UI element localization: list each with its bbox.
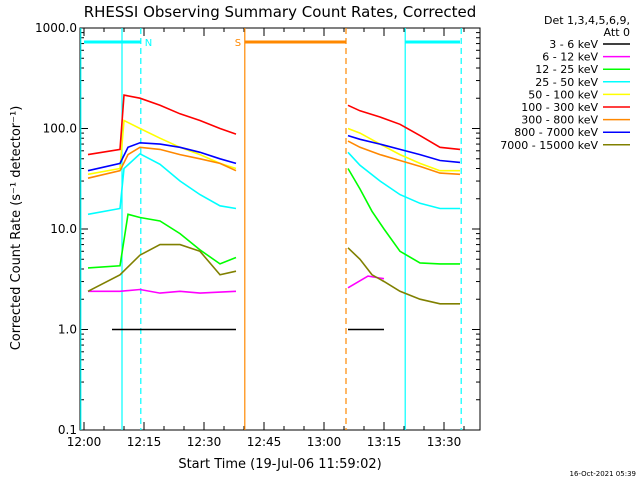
y-axis-label: Corrected Count Rate (s⁻¹ detector⁻¹) bbox=[9, 106, 24, 351]
series-line bbox=[347, 151, 460, 210]
series-line bbox=[347, 134, 461, 164]
y-tick-label: 100.0 bbox=[43, 122, 77, 136]
series-line bbox=[87, 152, 237, 216]
series-line bbox=[87, 141, 237, 172]
legend-entry: 800 - 7000 keV bbox=[514, 126, 598, 139]
footer-timestamp: 16-Oct-2021 05:39 bbox=[570, 470, 636, 478]
series-line bbox=[347, 247, 460, 305]
x-tick-label: 13:00 bbox=[307, 435, 342, 449]
series-line bbox=[347, 168, 460, 265]
legend-header: Det 1,3,4,5,6,9, bbox=[544, 14, 630, 27]
plot-area: 0.1 1.0 10.0 100.0 1000.0 12:00 12:15 12:30 12:4… bbox=[35, 21, 481, 449]
y-tick-label: 1000.0 bbox=[35, 21, 77, 35]
annotation-label: N bbox=[145, 38, 152, 49]
x-tick-label: 13:30 bbox=[427, 435, 462, 449]
series-line bbox=[87, 146, 237, 179]
y-tick-label: 10.0 bbox=[50, 222, 77, 236]
legend-entry: 100 - 300 keV bbox=[521, 101, 598, 114]
plot-frame bbox=[79, 27, 481, 431]
y-tick-label: 1.0 bbox=[58, 323, 77, 337]
legend-entry: 6 - 12 keV bbox=[542, 51, 598, 64]
annotation-label: S bbox=[235, 38, 241, 49]
series-line bbox=[88, 288, 237, 294]
legend-entry: 7000 - 15000 keV bbox=[500, 139, 598, 152]
series-line bbox=[87, 243, 237, 293]
x-tick-label: 13:15 bbox=[367, 435, 402, 449]
series-line bbox=[347, 140, 461, 176]
series-line bbox=[87, 213, 237, 269]
series-line bbox=[87, 94, 237, 156]
legend-entry: 25 - 50 keV bbox=[535, 76, 598, 89]
chart-title: RHESSI Observing Summary Count Rates, Co… bbox=[84, 3, 477, 21]
y-tick-label: 0.1 bbox=[58, 423, 77, 437]
series-line bbox=[87, 119, 237, 176]
legend-entry: 12 - 25 keV bbox=[535, 63, 598, 76]
legend-entry: 300 - 800 keV bbox=[521, 114, 598, 127]
x-tick-label: 12:30 bbox=[187, 435, 222, 449]
legend-entry: 3 - 6 keV bbox=[549, 38, 598, 51]
x-tick-label: 12:45 bbox=[247, 435, 282, 449]
legend-entry: 50 - 100 keV bbox=[528, 88, 598, 101]
series-line bbox=[347, 104, 461, 151]
x-tick-label: 12:15 bbox=[127, 435, 162, 449]
series-line bbox=[347, 127, 460, 172]
legend-header: Att 0 bbox=[604, 26, 630, 39]
x-tick-label: 12:00 bbox=[67, 435, 102, 449]
x-axis-label: Start Time (19-Jul-06 11:59:02) bbox=[178, 457, 381, 472]
